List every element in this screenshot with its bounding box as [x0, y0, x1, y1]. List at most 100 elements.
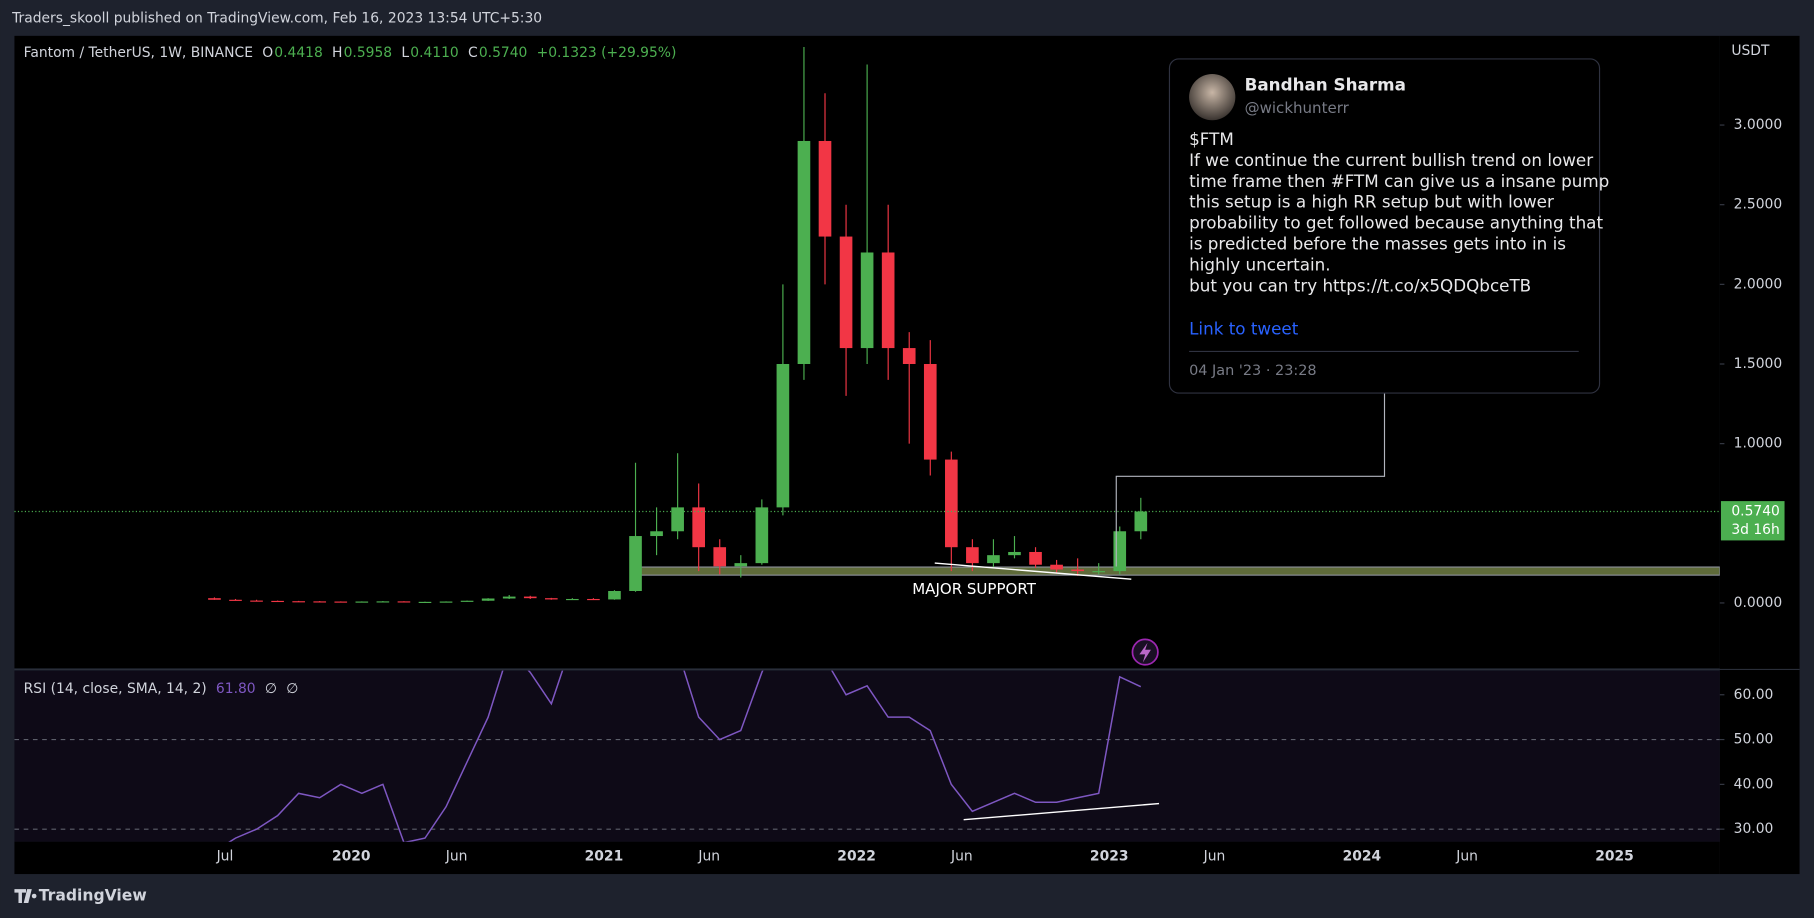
candle-body — [987, 555, 1000, 564]
candle-body — [566, 598, 579, 601]
candle-body — [797, 140, 811, 365]
tweet-date: 04 Jan '23 · 23:28 — [1189, 363, 1317, 379]
candle-body — [1113, 531, 1127, 572]
candle-body — [292, 601, 305, 603]
x-tick-label: 2022 — [837, 849, 876, 865]
ohlc-value: 0.4110 — [410, 45, 459, 61]
y-tick-label: 40.00 — [1734, 776, 1774, 792]
support-label: MAJOR SUPPORT — [912, 580, 1036, 598]
candle-body — [923, 364, 937, 460]
time-axis — [14, 841, 1720, 875]
candle-body — [608, 591, 621, 600]
price-axis — [1719, 35, 1800, 875]
logo-icon — [14, 889, 37, 903]
tweet-line: highly uncertain. — [1189, 254, 1330, 274]
candle-body — [208, 598, 221, 600]
tweet-link[interactable]: Link to tweet — [1189, 319, 1299, 339]
candle-body — [271, 600, 284, 603]
candle-body — [650, 531, 663, 537]
ohlc-key: H — [332, 45, 342, 61]
card — [1168, 58, 1601, 394]
overlay: Fantom / TetherUS, 1W, BINANCE O 0.4418 H 0.… — [24, 45, 677, 697]
candle-body — [229, 599, 242, 601]
candle-body — [355, 601, 369, 603]
candle-body — [250, 600, 263, 602]
candle-body — [860, 252, 874, 349]
ohlc-key: O — [262, 45, 273, 61]
candle-body — [713, 547, 727, 567]
x-tick-label: 2024 — [1343, 849, 1382, 865]
candle-body — [334, 601, 348, 603]
ohlc-key: L — [401, 45, 409, 61]
ohlc-value: 0.5740 — [479, 45, 528, 61]
x-tick-label: Jun — [445, 849, 468, 865]
tweet-line: is predicted before the masses gets into… — [1189, 234, 1566, 254]
x-tick-label: Jun — [1203, 849, 1226, 865]
ohlc-key: C — [468, 45, 478, 61]
candle-body — [734, 563, 748, 567]
x-tick-label: 2021 — [585, 849, 624, 865]
tweet-line: probability to get followed because anyt… — [1189, 213, 1603, 233]
candle-body — [439, 601, 453, 603]
candle-body — [376, 601, 390, 603]
candle-body — [544, 598, 558, 600]
y-tick-label: 50.00 — [1734, 732, 1774, 748]
x-tick-label: Jun — [950, 849, 973, 865]
price-tag — [1720, 501, 1785, 541]
x-tick-label: 2023 — [1090, 849, 1129, 865]
rsi-extra: ∅ — [286, 681, 298, 697]
candle-body — [839, 236, 853, 349]
candle-body — [881, 252, 895, 349]
y-tick-label: 3.0000 — [1734, 117, 1783, 133]
x-tick-label: 2025 — [1595, 849, 1634, 865]
callout-connector — [1115, 393, 1386, 567]
author-name: Bandhan Sharma — [1245, 75, 1406, 95]
y-tick-label: 0.0000 — [1734, 595, 1783, 611]
candle-body — [1029, 551, 1042, 565]
price-plot — [14, 46, 1720, 603]
candle-body — [1050, 564, 1063, 570]
change: +0.1323 (+29.95%) — [537, 45, 677, 61]
avatar — [1189, 73, 1236, 121]
candle-body — [502, 596, 516, 599]
candle-body — [629, 536, 642, 592]
candle-body — [945, 459, 958, 548]
rsi-extra: ∅ — [265, 681, 277, 697]
x-tick-label: Jun — [697, 849, 720, 865]
candle-body — [902, 348, 916, 365]
x-tick-label: 2020 — [332, 849, 371, 865]
publish-info: Traders_skooll published on TradingView.… — [11, 10, 542, 26]
y-tick-label: 30.00 — [1734, 821, 1774, 837]
y-tick-label: 1.0000 — [1734, 436, 1783, 452]
rsi-plot — [14, 670, 1720, 842]
candle-body — [671, 507, 684, 532]
brand: TradingView — [39, 887, 147, 905]
candle-body — [460, 600, 474, 602]
axis-unit: USDT — [1731, 43, 1770, 59]
ohlc-value: 0.5958 — [344, 45, 392, 61]
candle-body — [418, 601, 432, 603]
candle-body — [692, 507, 705, 548]
candle-body — [776, 364, 790, 508]
candle-body — [313, 601, 327, 603]
tweet-line: this setup is a high RR setup but with l… — [1189, 192, 1554, 212]
x-tick-label: Jul — [216, 849, 234, 865]
candle-body — [1008, 551, 1021, 556]
tweet-line: time frame then #FTM can give us a insan… — [1189, 171, 1609, 191]
y-tick-label: 60.00 — [1734, 687, 1774, 703]
tweet-line: If we continue the current bullish trend… — [1189, 150, 1593, 170]
candle-body — [523, 596, 537, 599]
price-tag-countdown: 3d 16h — [1731, 522, 1779, 538]
y-tick-label: 1.5000 — [1734, 356, 1783, 372]
candle-body — [1092, 571, 1106, 573]
rsi-trend-line — [963, 802, 1160, 821]
price-tag-value: 0.5740 — [1731, 504, 1780, 520]
candle-body — [587, 598, 600, 601]
lightning — [1139, 642, 1151, 663]
rsi-pane — [14, 670, 1720, 842]
trend-line — [934, 562, 1132, 580]
tweet-line: $FTM — [1189, 129, 1234, 149]
